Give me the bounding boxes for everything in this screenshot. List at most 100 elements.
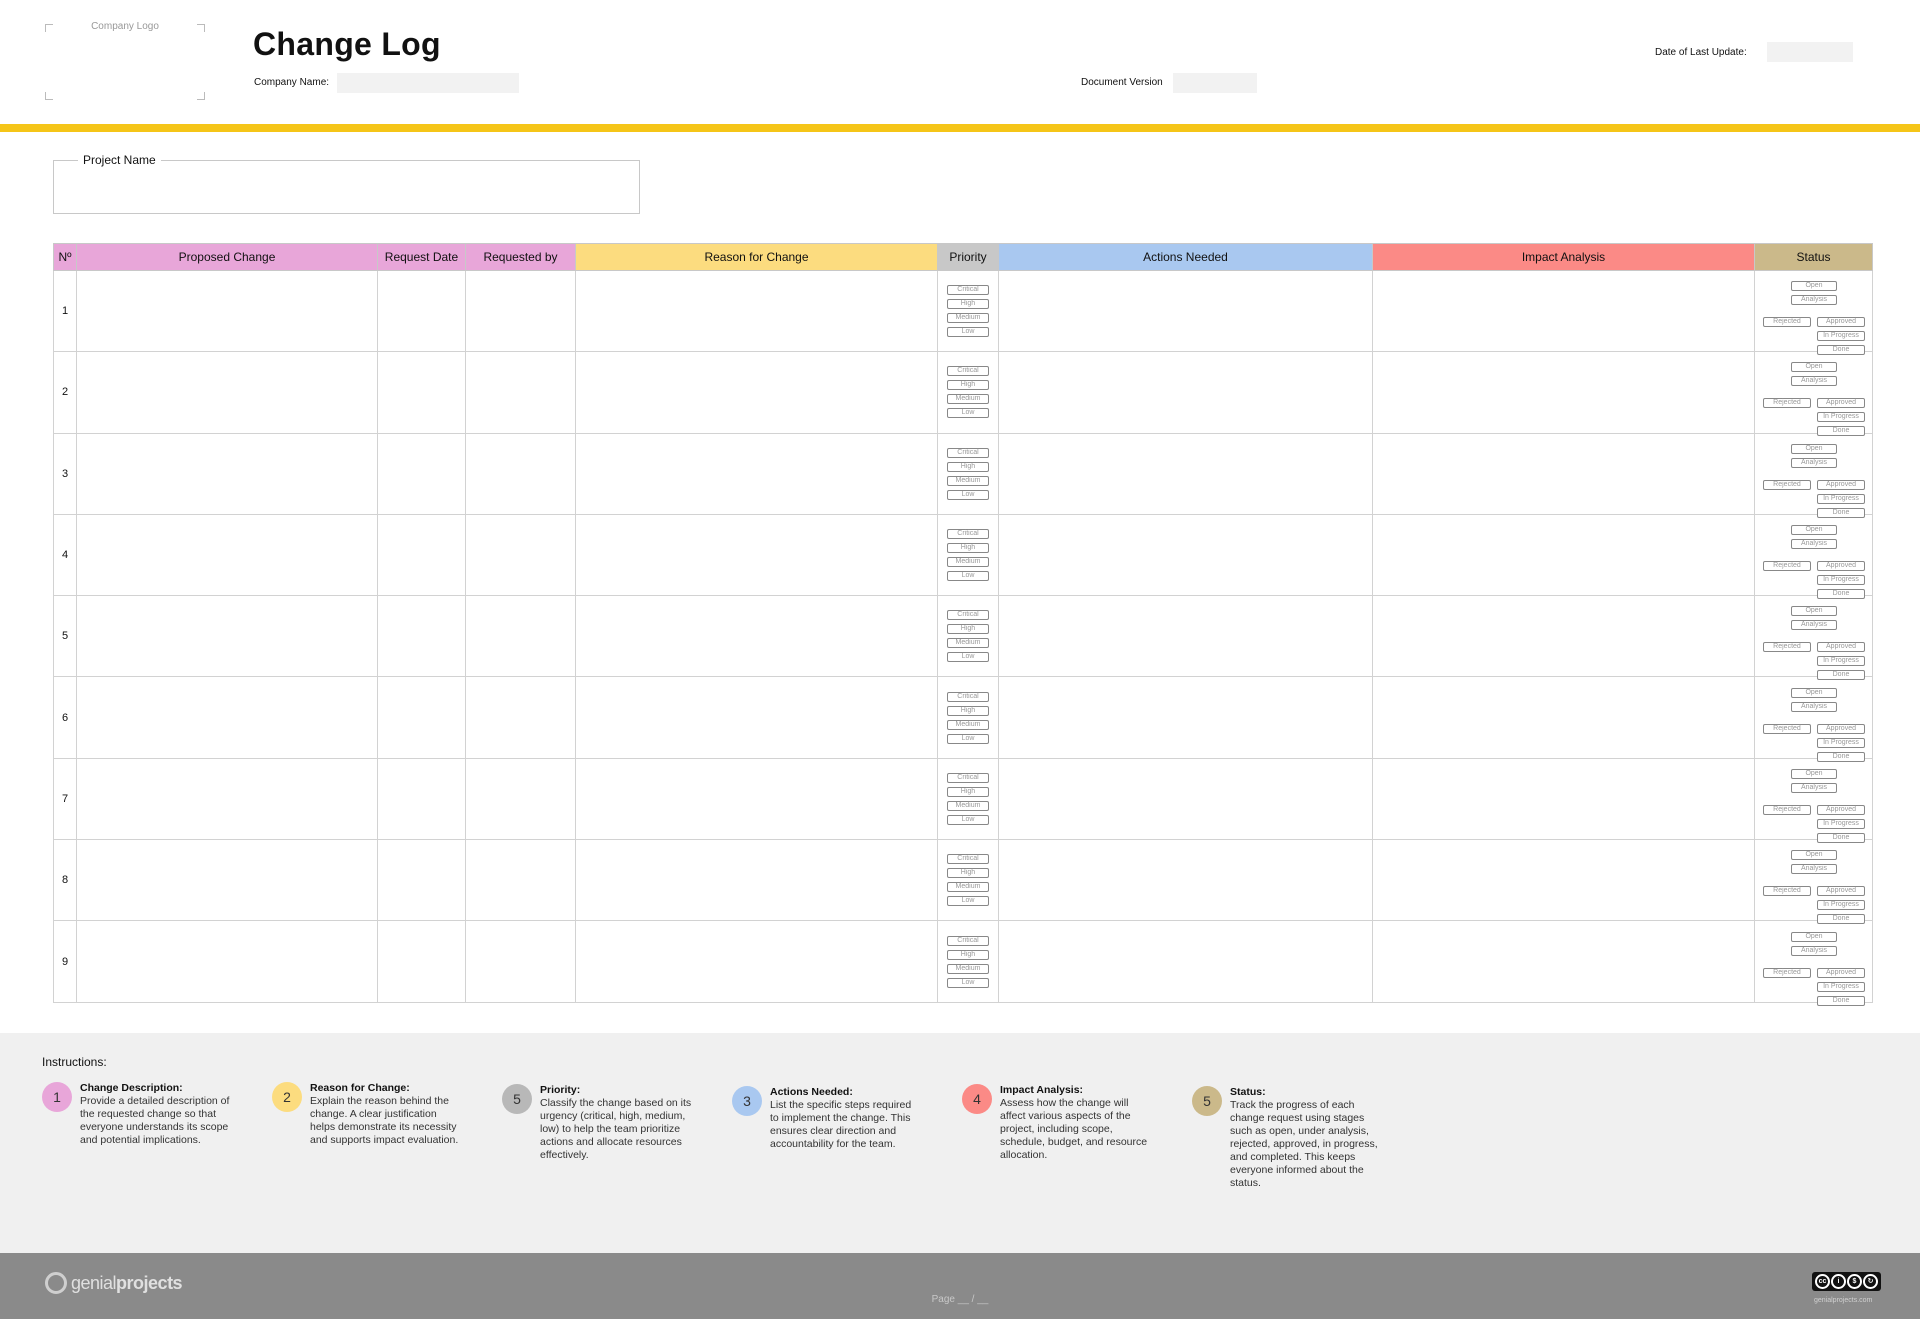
status-option-open[interactable]: Open — [1791, 931, 1837, 942]
reason-cell[interactable] — [575, 269, 938, 353]
status-option-open[interactable]: Open — [1791, 443, 1837, 454]
impact-analysis-cell[interactable] — [1372, 676, 1755, 759]
priority-option[interactable]: Critical — [947, 366, 989, 377]
priority-option[interactable]: Low — [947, 408, 989, 419]
priority-option[interactable]: High — [947, 624, 989, 635]
priority-option[interactable]: Critical — [947, 447, 989, 458]
status-cell[interactable]: Open Analysis Rejected Approved In Progress D… — [1754, 676, 1873, 762]
status-option-rejected[interactable]: Rejected — [1763, 967, 1811, 978]
request-date-cell[interactable] — [377, 676, 466, 759]
priority-option[interactable]: Low — [947, 814, 989, 825]
proposed-change-cell[interactable] — [76, 839, 378, 922]
last-update-field[interactable] — [1767, 42, 1853, 62]
priority-cell[interactable]: Critical High Medium Low — [937, 757, 999, 841]
request-date-cell[interactable] — [377, 351, 466, 434]
status-option-rejected[interactable]: Rejected — [1763, 723, 1811, 734]
status-option-in-progress[interactable]: In Progress — [1817, 331, 1865, 342]
priority-option[interactable]: Medium — [947, 638, 989, 649]
status-option-analysis[interactable]: Analysis — [1791, 620, 1837, 631]
company-name-field[interactable] — [337, 73, 519, 93]
request-date-cell[interactable] — [377, 595, 466, 678]
status-option-analysis[interactable]: Analysis — [1791, 864, 1837, 875]
priority-option[interactable]: High — [947, 868, 989, 879]
priority-option[interactable]: High — [947, 299, 989, 310]
priority-option[interactable]: High — [947, 786, 989, 797]
status-option-rejected[interactable]: Rejected — [1763, 804, 1811, 815]
requested-by-cell[interactable] — [465, 595, 576, 678]
priority-option[interactable]: Low — [947, 327, 989, 338]
status-option-open[interactable]: Open — [1791, 525, 1837, 536]
proposed-change-cell[interactable] — [76, 676, 378, 759]
request-date-cell[interactable] — [377, 269, 466, 353]
priority-option[interactable]: Critical — [947, 529, 989, 540]
priority-option[interactable]: Critical — [947, 691, 989, 702]
actions-needed-cell[interactable] — [998, 920, 1373, 1003]
status-option-in-progress[interactable]: In Progress — [1817, 493, 1865, 504]
status-option-done[interactable]: Done — [1817, 507, 1865, 518]
status-option-approved[interactable]: Approved — [1817, 642, 1865, 653]
impact-analysis-cell[interactable] — [1372, 839, 1755, 922]
project-name-field[interactable] — [53, 160, 640, 214]
status-option-done[interactable]: Done — [1817, 751, 1865, 762]
status-option-rejected[interactable]: Rejected — [1763, 886, 1811, 897]
request-date-cell[interactable] — [377, 839, 466, 922]
status-option-rejected[interactable]: Rejected — [1763, 317, 1811, 328]
impact-analysis-cell[interactable] — [1372, 513, 1755, 597]
status-option-in-progress[interactable]: In Progress — [1817, 656, 1865, 667]
requested-by-cell[interactable] — [465, 351, 576, 434]
priority-option[interactable]: Medium — [947, 719, 989, 730]
status-option-analysis[interactable]: Analysis — [1791, 457, 1837, 468]
priority-option[interactable]: Critical — [947, 610, 989, 621]
actions-needed-cell[interactable] — [998, 839, 1373, 922]
status-option-done[interactable]: Done — [1817, 914, 1865, 925]
requested-by-cell[interactable] — [465, 432, 576, 515]
request-date-cell[interactable] — [377, 513, 466, 597]
status-option-in-progress[interactable]: In Progress — [1817, 981, 1865, 992]
proposed-change-cell[interactable] — [76, 513, 378, 597]
status-option-approved[interactable]: Approved — [1817, 723, 1865, 734]
reason-cell[interactable] — [575, 351, 938, 434]
priority-cell[interactable]: Critical High Medium Low — [937, 595, 999, 678]
priority-option[interactable]: Medium — [947, 557, 989, 568]
status-cell[interactable]: Open Analysis Rejected Approved In Progress D… — [1754, 269, 1873, 356]
status-cell[interactable]: Open Analysis Rejected Approved In Progress D… — [1754, 432, 1873, 518]
document-version-field[interactable] — [1173, 73, 1257, 93]
requested-by-cell[interactable] — [465, 676, 576, 759]
status-option-approved[interactable]: Approved — [1817, 967, 1865, 978]
reason-cell[interactable] — [575, 595, 938, 678]
status-option-open[interactable]: Open — [1791, 768, 1837, 779]
priority-option[interactable]: Critical — [947, 935, 989, 946]
reason-cell[interactable] — [575, 676, 938, 759]
reason-cell[interactable] — [575, 920, 938, 1003]
status-option-open[interactable]: Open — [1791, 281, 1837, 292]
priority-cell[interactable]: Critical High Medium Low — [937, 351, 999, 434]
proposed-change-cell[interactable] — [76, 920, 378, 1003]
status-option-open[interactable]: Open — [1791, 606, 1837, 617]
status-option-done[interactable]: Done — [1817, 589, 1865, 600]
priority-option[interactable]: Low — [947, 977, 989, 988]
priority-option[interactable]: High — [947, 705, 989, 716]
priority-cell[interactable]: Critical High Medium Low — [937, 676, 999, 759]
requested-by-cell[interactable] — [465, 757, 576, 841]
priority-option[interactable]: Medium — [947, 800, 989, 811]
impact-analysis-cell[interactable] — [1372, 595, 1755, 678]
status-option-in-progress[interactable]: In Progress — [1817, 818, 1865, 829]
status-option-analysis[interactable]: Analysis — [1791, 945, 1837, 956]
priority-cell[interactable]: Critical High Medium Low — [937, 269, 999, 353]
status-option-in-progress[interactable]: In Progress — [1817, 412, 1865, 423]
status-option-in-progress[interactable]: In Progress — [1817, 737, 1865, 748]
impact-analysis-cell[interactable] — [1372, 920, 1755, 1003]
status-option-approved[interactable]: Approved — [1817, 479, 1865, 490]
impact-analysis-cell[interactable] — [1372, 757, 1755, 841]
actions-needed-cell[interactable] — [998, 676, 1373, 759]
status-option-rejected[interactable]: Rejected — [1763, 642, 1811, 653]
requested-by-cell[interactable] — [465, 269, 576, 353]
status-cell[interactable]: Open Analysis Rejected Approved In Progress D… — [1754, 757, 1873, 843]
status-option-analysis[interactable]: Analysis — [1791, 782, 1837, 793]
status-option-done[interactable]: Done — [1817, 426, 1865, 437]
status-option-analysis[interactable]: Analysis — [1791, 701, 1837, 712]
status-option-done[interactable]: Done — [1817, 345, 1865, 356]
status-option-in-progress[interactable]: In Progress — [1817, 900, 1865, 911]
proposed-change-cell[interactable] — [76, 432, 378, 515]
status-cell[interactable]: Open Analysis Rejected Approved In Progress D… — [1754, 839, 1873, 925]
